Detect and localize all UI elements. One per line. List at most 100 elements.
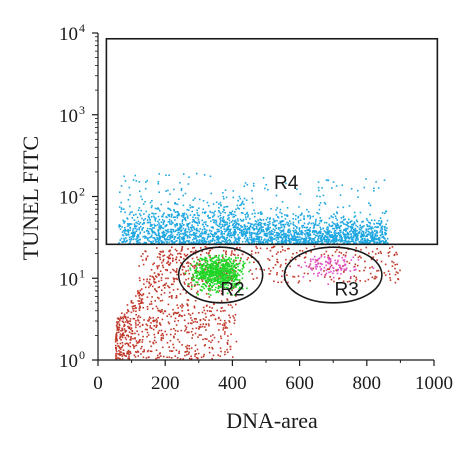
event-dot-r4 [198, 221, 200, 223]
event-dot-r4 [226, 241, 228, 243]
event-dot-r4 [372, 240, 375, 242]
event-dot-r4 [138, 181, 141, 183]
event-dot-ungated [196, 321, 199, 324]
event-dot-ungated [158, 329, 161, 332]
event-dot-ungated [137, 351, 140, 353]
event-dot-r4 [289, 222, 292, 225]
event-dot-r4 [191, 226, 193, 228]
event-dot-r2 [204, 273, 207, 275]
event-dot-r2 [200, 275, 202, 278]
event-dot-r4 [292, 213, 295, 215]
event-dot-ungated [172, 312, 175, 315]
event-dot-r2 [240, 281, 242, 284]
event-dot-r2 [204, 271, 206, 274]
event-dot-r4 [218, 237, 221, 240]
event-dot-r2 [224, 279, 226, 282]
event-dot-r4 [182, 204, 185, 207]
event-dot-r2 [216, 278, 219, 281]
event-dot-ungated [133, 345, 135, 348]
event-dot-r4 [272, 218, 275, 220]
event-dot-ungated [229, 304, 232, 306]
event-dot-r4 [160, 225, 163, 227]
event-dot-r4 [130, 236, 133, 238]
event-dot-r4 [235, 223, 237, 226]
event-dot-ungated [158, 253, 161, 255]
event-dot-r4 [195, 234, 197, 237]
event-dot-r4 [197, 236, 200, 238]
event-dot-r4 [260, 236, 263, 238]
event-dot-ungated [166, 269, 169, 272]
event-dot-r2 [205, 265, 208, 268]
event-dot-r2 [208, 254, 210, 257]
event-dot-ungated [330, 278, 333, 281]
event-dot-r4 [221, 240, 223, 242]
event-dot-ungated [342, 280, 345, 283]
event-dot-r4 [202, 199, 205, 202]
event-dot-r4 [243, 228, 245, 231]
gates: R4 R2 R3 [105, 37, 439, 304]
event-dot-ungated [130, 335, 132, 338]
event-dot-ungated [207, 323, 210, 325]
event-dot-r4 [353, 222, 356, 225]
event-dot-r3 [349, 270, 352, 272]
event-dot-r4 [144, 218, 147, 220]
event-dot-r4 [304, 230, 306, 232]
event-dot-r2 [233, 259, 235, 261]
event-dot-r4 [241, 230, 244, 232]
event-dot-r4 [256, 227, 258, 229]
event-dot-r4 [318, 240, 321, 243]
event-dot-ungated [194, 355, 196, 357]
event-dot-r2 [224, 282, 227, 284]
event-dot-r4 [263, 239, 265, 242]
event-dot-r4 [268, 233, 271, 236]
event-dot-ungated [128, 331, 131, 334]
event-dot-r4 [337, 226, 340, 229]
event-dot-ungated [115, 332, 118, 335]
event-dot-ungated [167, 303, 170, 306]
event-dot-r4 [340, 231, 342, 234]
event-dot-ungated [346, 260, 348, 263]
event-dot-r4 [265, 233, 267, 236]
event-dot-ungated [199, 319, 202, 321]
event-dot-r3 [329, 265, 332, 268]
event-dot-r2 [216, 276, 219, 278]
event-dot-r4 [380, 221, 383, 224]
event-dot-r4 [123, 175, 125, 178]
event-dot-r4 [201, 223, 204, 226]
event-dot-ungated [154, 336, 156, 339]
event-dot-ungated [371, 266, 373, 268]
event-dot-r2 [184, 272, 187, 274]
event-dot-r4 [357, 189, 359, 192]
event-dot-r4 [225, 228, 228, 230]
event-dot-r4 [141, 229, 143, 231]
event-dot-r4 [185, 233, 188, 236]
event-dot-r4 [259, 221, 262, 224]
event-dot-r2 [228, 289, 230, 292]
event-dot-r4 [173, 238, 176, 241]
event-dot-ungated [127, 334, 129, 337]
event-dot-r2 [230, 258, 233, 260]
event-dot-r4 [355, 224, 357, 227]
event-dot-r4 [202, 208, 205, 210]
event-dot-r4 [360, 242, 363, 244]
event-dot-r4 [188, 240, 190, 242]
event-dot-ungated [172, 313, 175, 316]
event-dot-ungated [191, 247, 194, 249]
event-dot-r4 [245, 212, 248, 215]
event-dot-r4 [161, 215, 164, 218]
event-dot-ungated [305, 247, 308, 250]
event-dot-r4 [330, 234, 332, 237]
event-dot-r4 [352, 238, 354, 241]
event-dot-r4 [208, 242, 210, 245]
event-dot-r4 [385, 232, 388, 235]
event-dot-ungated [146, 350, 149, 353]
event-dot-r4 [179, 223, 181, 225]
event-dot-ungated [160, 355, 162, 357]
y-tick-label: 10 [59, 106, 78, 127]
event-dot-r4 [294, 236, 297, 238]
event-dot-r4 [264, 224, 266, 226]
event-dot-ungated [157, 309, 160, 312]
event-dot-ungated [309, 279, 311, 282]
event-dot-r2 [206, 268, 209, 271]
event-dot-r4 [154, 241, 157, 243]
